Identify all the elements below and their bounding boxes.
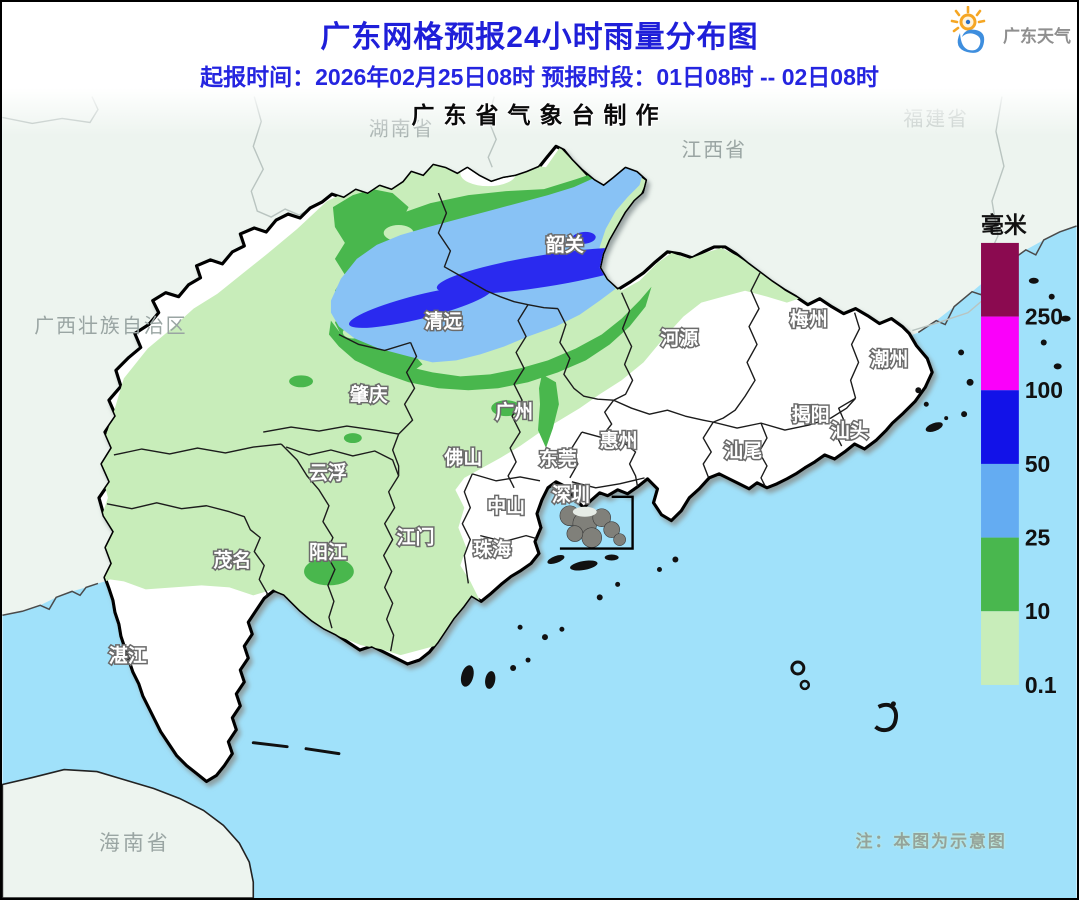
legend-label-10: 10	[1025, 598, 1050, 624]
legend-label-01: 0.1	[1025, 672, 1057, 698]
city-zhongshan: 中山	[487, 495, 525, 518]
legend-unit: 毫米	[981, 212, 1027, 238]
city-qingyuan: 清远	[425, 310, 463, 333]
rain-areas	[98, 147, 861, 656]
city-borders	[106, 192, 861, 652]
islands	[460, 277, 1071, 733]
legend-swatch-01	[981, 611, 1019, 685]
label-hainan: 海南省	[99, 832, 171, 855]
city-chaozhou: 潮州	[871, 348, 909, 370]
legend-swatch-50	[981, 390, 1019, 464]
hainan-island	[2, 768, 255, 898]
hongkong-highlight	[572, 506, 597, 517]
label-guangxi: 广西壮族自治区	[34, 315, 187, 338]
hongkong-islands	[547, 554, 619, 571]
legend-label-250: 250	[1025, 304, 1063, 330]
legend-label-25: 25	[1025, 525, 1051, 551]
city-guangzhou: 广州	[495, 400, 533, 423]
city-heyuan: 河源	[660, 326, 698, 349]
map-note: 注：本图为示意图	[856, 831, 1007, 851]
city-maoming: 茂名	[213, 548, 251, 571]
hongkong-box	[559, 495, 634, 550]
legend: 毫米 250 100 50 25 10 0.1	[981, 212, 1063, 698]
hongkong-area	[547, 495, 634, 571]
city-shantou: 汕头	[831, 420, 869, 442]
legend-swatch-250	[981, 242, 1019, 317]
legend-swatch-25	[981, 463, 1019, 538]
legend-swatch-10	[981, 537, 1019, 612]
legend-swatch-100	[981, 316, 1019, 391]
city-shaoguan: 韶关	[546, 233, 584, 256]
city-yunfu: 云浮	[309, 461, 347, 484]
city-yangjiang: 阳江	[309, 542, 347, 564]
city-zhuhai: 珠海	[473, 538, 511, 561]
city-shanwei: 汕尾	[724, 440, 762, 462]
guangdong-province	[97, 144, 934, 784]
city-zhanjiang: 湛江	[109, 644, 147, 667]
label-jiangxi: 江西省	[681, 138, 747, 161]
city-dongguan: 东莞	[539, 447, 577, 470]
label-hunan: 湖南省	[369, 117, 435, 140]
guangxi-coastline	[2, 582, 99, 616]
legend-label-100: 100	[1025, 377, 1063, 403]
city-jiangmen: 江门	[397, 526, 435, 549]
city-zhaoqing: 肇庆	[350, 383, 388, 406]
legend-label-50: 50	[1025, 451, 1050, 477]
city-foshan: 佛山	[443, 446, 482, 469]
label-fujian: 福建省	[903, 107, 969, 130]
city-jieyang: 揭阳	[792, 403, 830, 426]
city-meizhou: 梅州	[790, 308, 828, 331]
rain-area-light	[98, 147, 799, 656]
city-labels: 韶关 清远 河源 梅州 潮州 揭阳 汕头 汕尾 惠州 东莞 深圳 广州 佛山 中…	[107, 231, 909, 668]
city-huizhou: 惠州	[600, 430, 638, 452]
city-shenzhen: 深圳	[552, 483, 590, 506]
